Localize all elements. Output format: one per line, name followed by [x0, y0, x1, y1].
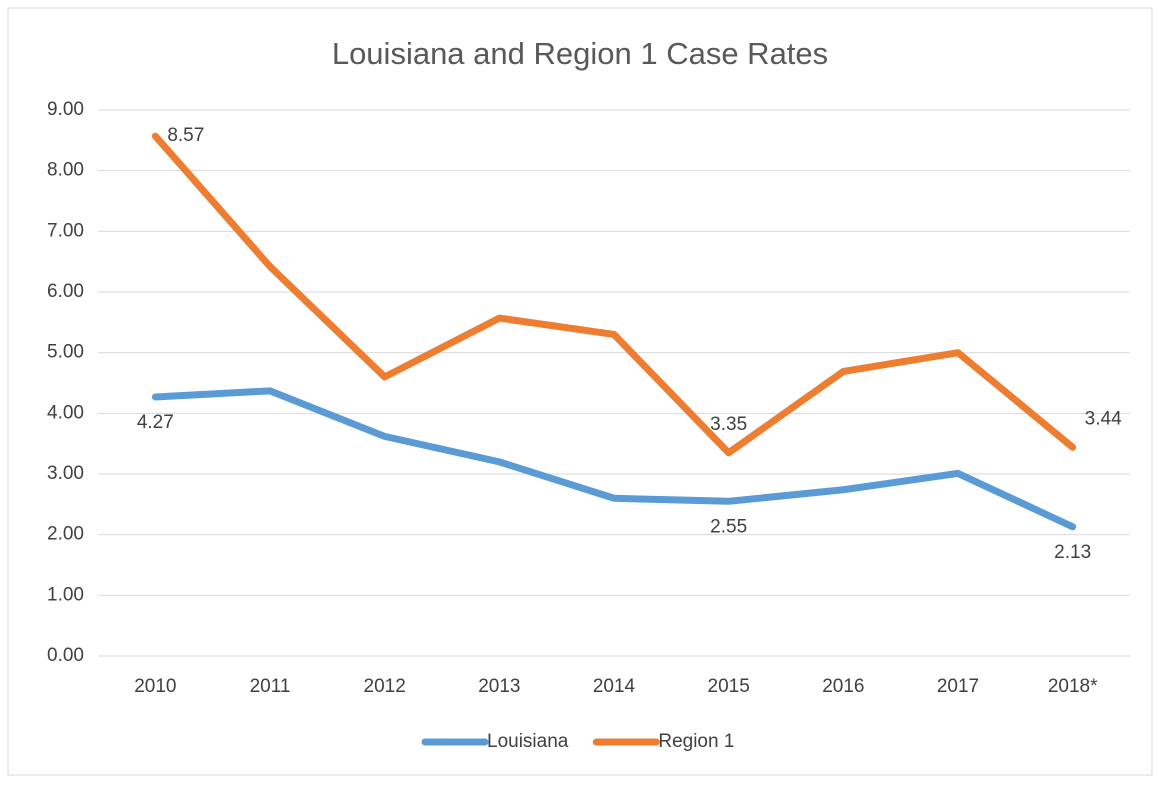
data-label: 8.57 — [167, 125, 204, 146]
line-series — [151, 387, 1077, 531]
y-tick-label: 5.00 — [47, 342, 84, 363]
line-series — [151, 132, 1077, 457]
y-tick-label: 6.00 — [47, 281, 84, 302]
y-tick-label: 2.00 — [47, 524, 84, 545]
y-tick-label: 0.00 — [47, 645, 84, 666]
data-label: 2.55 — [710, 516, 747, 537]
data-label: 3.35 — [710, 414, 747, 435]
y-tick-label: 8.00 — [47, 160, 84, 181]
chart-frame — [7, 7, 1153, 776]
y-tick-label: 3.00 — [47, 463, 84, 484]
y-tick-label: 9.00 — [47, 99, 84, 120]
x-tick-label: 2013 — [478, 676, 520, 697]
legend-label: Louisiana — [487, 731, 569, 752]
x-tick-label: 2016 — [822, 676, 864, 697]
x-tick-label: 2010 — [134, 676, 176, 697]
y-tick-label: 1.00 — [47, 584, 84, 605]
x-tick-label: 2015 — [708, 676, 750, 697]
legend-label: Region 1 — [658, 731, 734, 752]
x-tick-label: 2012 — [364, 676, 406, 697]
chart-title: Louisiana and Region 1 Case Rates — [332, 36, 828, 71]
data-label: 2.13 — [1054, 542, 1091, 563]
y-tick-label: 7.00 — [47, 220, 84, 241]
x-tick-label: 2018* — [1048, 676, 1098, 697]
data-label: 4.27 — [137, 412, 174, 433]
data-label: 3.44 — [1085, 408, 1122, 429]
x-tick-label: 2014 — [593, 676, 636, 697]
x-tick-label: 2011 — [250, 676, 291, 697]
x-tick-label: 2017 — [937, 676, 979, 697]
y-tick-label: 4.00 — [47, 402, 84, 423]
